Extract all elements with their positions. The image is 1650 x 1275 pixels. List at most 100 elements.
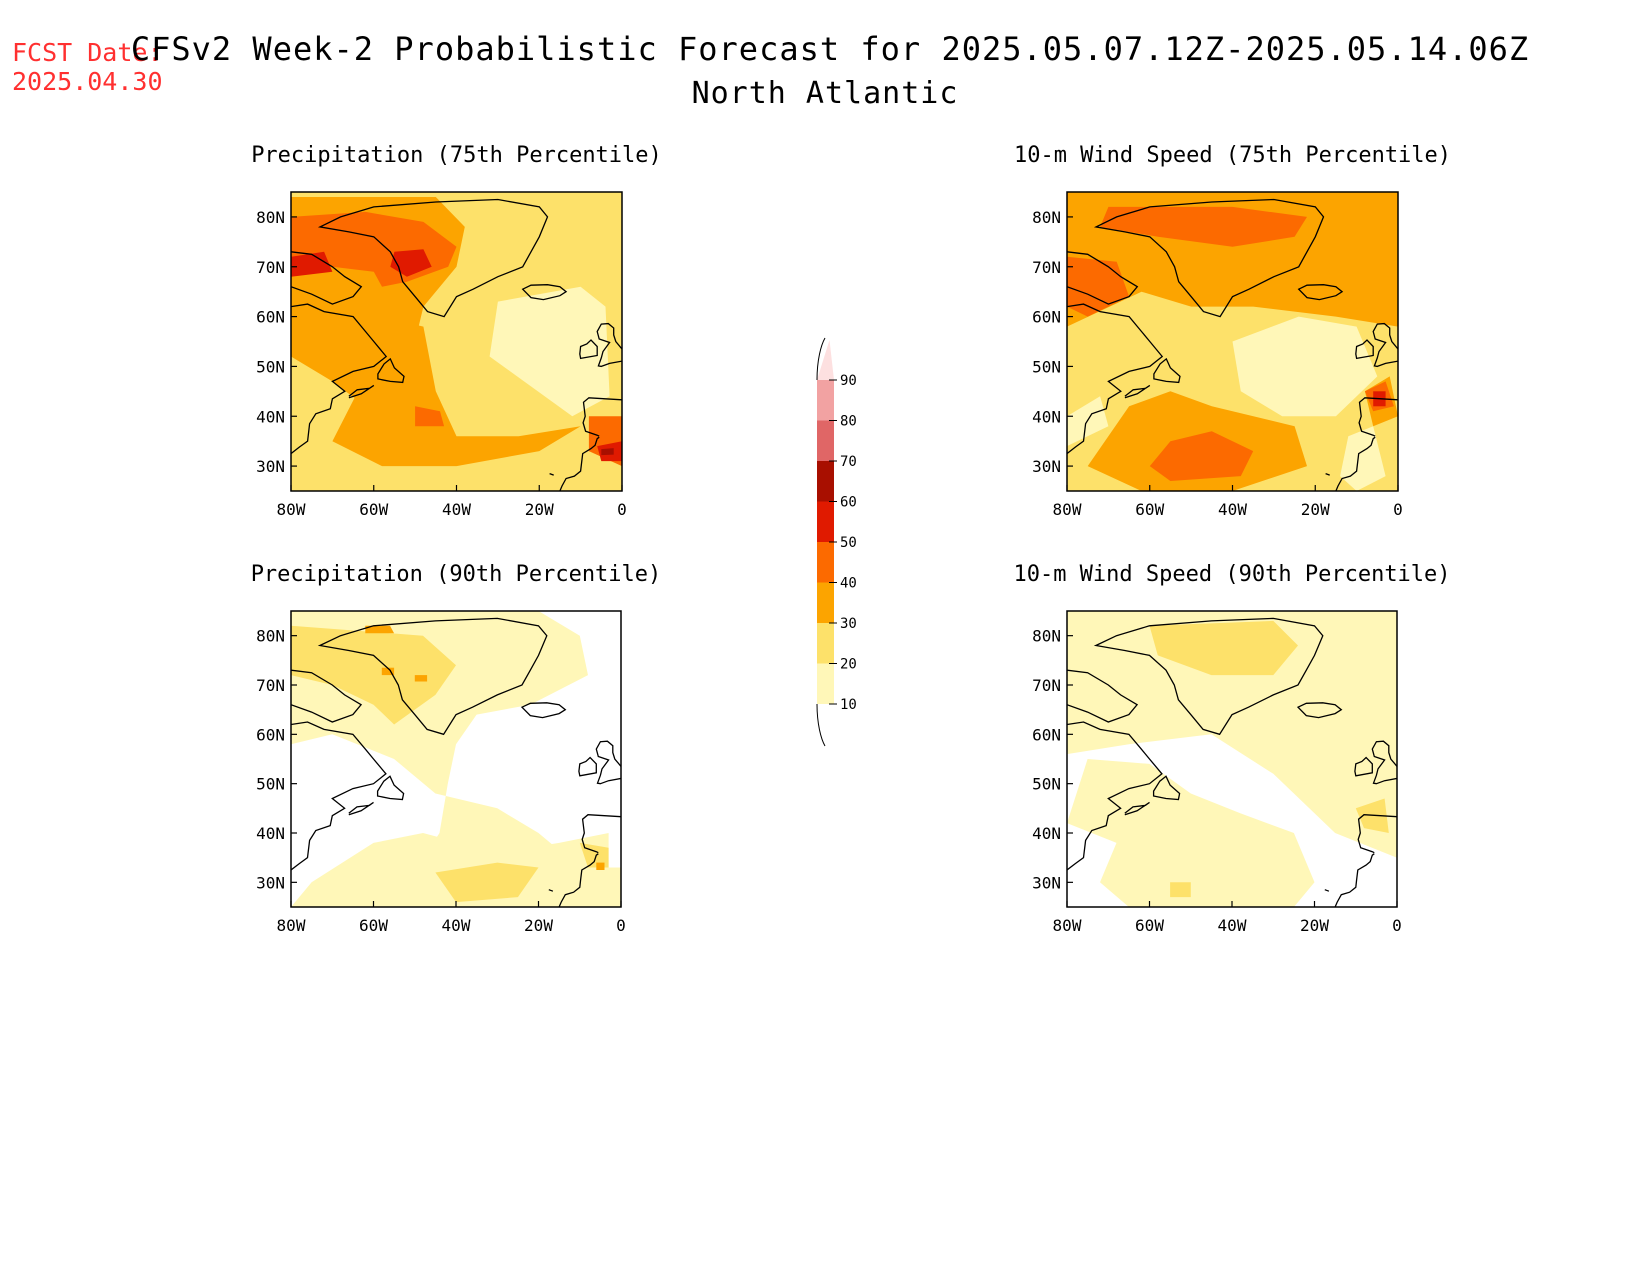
colorbar-segment-70 (817, 420, 834, 461)
lon-tick-label: 60W (359, 916, 388, 935)
lon-tick-label: 40W (1218, 916, 1247, 935)
lat-tick-label: 30N (1032, 457, 1061, 476)
lat-tick-label: 40N (256, 407, 285, 426)
map-panel-w90: 10-m Wind Speed (90th Percentile) 80N 70N 6… (1013, 562, 1450, 935)
lon-tick-label: 80W (277, 916, 306, 935)
colorbar-segment-30 (817, 582, 834, 623)
probability-shade-30 (332, 316, 581, 467)
lat-tick-label: 60N (1032, 725, 1061, 744)
probability-shade-20 (1149, 620, 1298, 676)
coastline-newfoundland (1153, 357, 1181, 384)
coastline-iceland (1296, 702, 1343, 719)
lon-tick-label: 20W (1301, 500, 1330, 519)
colorbar-extend-top-edge (816, 337, 826, 381)
coastline-labrador (291, 721, 387, 871)
lon-tick-label: 20W (524, 916, 553, 935)
colorbar: 90 80 70 60 50 40 30 20 10 (816, 337, 857, 747)
colorbar-label: 10 (840, 697, 857, 713)
panel-title: 10-m Wind Speed (75th Percentile) (1014, 143, 1451, 168)
coastline-greenland (1093, 617, 1324, 736)
lat-tick-label: 50N (256, 357, 285, 376)
coastline-greenland (1093, 198, 1325, 318)
lat-tick-label: 30N (256, 457, 285, 476)
coastline-nova (348, 801, 374, 816)
coastline-baffin (291, 251, 363, 305)
coastline-newfoundland (1152, 775, 1181, 801)
coastline-canaries (1325, 472, 1330, 476)
coastline-britain (595, 740, 621, 785)
colorbar-segment-60 (817, 461, 834, 502)
coastline-iberia (581, 814, 621, 854)
panel-title: Precipitation (90th Percentile) (251, 562, 662, 587)
lat-tick-label: 60N (256, 308, 285, 327)
coastline-baffin (291, 669, 363, 723)
lon-tick-label: 0 (617, 500, 627, 519)
coastline-iceland (521, 284, 568, 301)
colorbar-label: 40 (840, 576, 857, 592)
forecast-date-label: FCST Date: 2025.04.30 (12, 38, 163, 96)
colorbar-label: 70 (840, 454, 857, 470)
lon-tick-label: 60W (359, 500, 388, 519)
lon-tick-label: 0 (616, 916, 626, 935)
panel-title: 10-m Wind Speed (90th Percentile) (1013, 562, 1450, 587)
coastline-africa (558, 853, 599, 907)
coastline-britain (1372, 322, 1398, 368)
coastline-greenland (317, 617, 548, 736)
probability-shade-10 (489, 286, 610, 417)
lat-tick-label: 60N (1032, 308, 1061, 327)
coastline-ireland (578, 756, 597, 777)
coastline-canaries (548, 889, 554, 892)
lon-tick-label: 80W (1053, 500, 1082, 519)
colorbar-label: 90 (840, 373, 857, 389)
probability-shade-10 (291, 833, 609, 907)
coastline-ireland (579, 339, 598, 360)
map-panel-w75: 10-m Wind Speed (75th Percentile) 80N 70N 6… (1014, 143, 1451, 519)
colorbar-label: 80 (840, 414, 857, 430)
coastline-newfoundland (376, 775, 405, 801)
lat-tick-label: 80N (256, 627, 285, 646)
lat-tick-label: 40N (256, 824, 285, 843)
lat-tick-label: 80N (1032, 208, 1061, 227)
colorbar-label: 60 (840, 495, 857, 511)
probability-shade-30 (596, 862, 605, 870)
probability-shade-40 (415, 406, 445, 427)
lat-tick-label: 80N (1032, 627, 1061, 646)
lat-tick-label: 70N (256, 258, 285, 277)
coastline-ireland (1355, 339, 1374, 360)
coastline-iberia (1357, 814, 1397, 854)
fcst-date: 2025.04.30 (12, 67, 163, 96)
lon-tick-label: 40W (442, 916, 471, 935)
probability-shade-40 (1100, 206, 1307, 247)
coastline-labrador (291, 303, 388, 455)
colorbar-extend-top (817, 340, 834, 380)
coastline-iberia (1358, 397, 1398, 437)
lat-tick-label: 50N (1032, 357, 1061, 376)
map-panel-p90: Precipitation (90th Percentile) 80N 70N 60N… (251, 562, 662, 935)
colorbar-extend-bottom-edge (816, 703, 826, 747)
lat-tick-label: 70N (1032, 676, 1061, 695)
coastline-africa (1334, 853, 1375, 907)
lon-tick-label: 20W (525, 500, 554, 519)
panel-title: Precipitation (75th Percentile) (251, 143, 662, 168)
colorbar-segment-20 (817, 623, 834, 664)
lat-tick-label: 50N (1032, 775, 1061, 794)
coastline-canaries (549, 472, 554, 476)
probability-shade-10 (1232, 316, 1378, 417)
lat-tick-label: 40N (1032, 407, 1061, 426)
probability-shade-30 (365, 625, 395, 634)
probability-shade-20 (435, 862, 539, 903)
probability-shade-10 (1067, 611, 1397, 858)
lon-tick-label: 80W (277, 500, 306, 519)
probability-shade-50 (291, 251, 333, 277)
lat-tick-label: 40N (1032, 824, 1061, 843)
main-title: CFSv2 Week-2 Probabilistic Forecast for … (130, 30, 1530, 68)
region-subtitle: North Atlantic (691, 76, 959, 111)
lat-tick-label: 30N (256, 873, 285, 892)
coastline-iceland (1297, 284, 1344, 301)
coastline-nova (348, 384, 375, 399)
coastline-canaries (1324, 889, 1330, 892)
coastline-baffin (1067, 251, 1139, 305)
coastline-baffin (1067, 669, 1139, 723)
coastline-britain (1371, 740, 1397, 785)
